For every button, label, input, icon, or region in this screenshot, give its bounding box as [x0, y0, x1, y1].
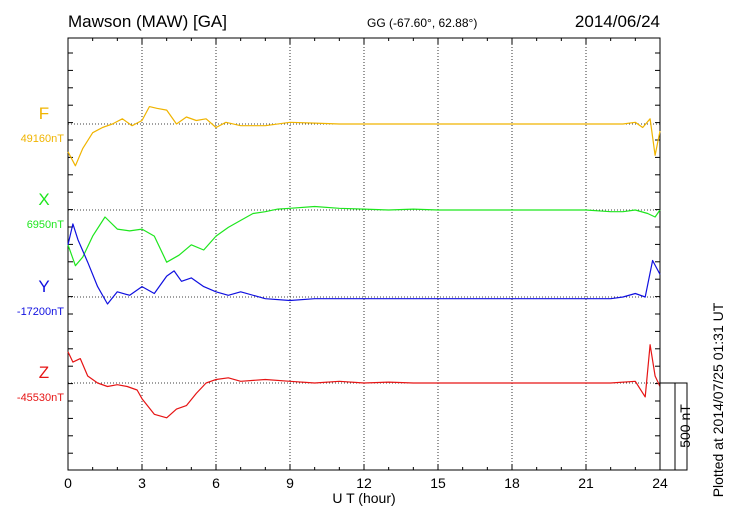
series-line-y [67, 223, 661, 305]
series-name-f: F [39, 104, 49, 123]
station-title: Mawson (MAW) [GA] [68, 12, 227, 31]
plot-date: 2014/06/24 [575, 12, 660, 31]
x-tick-label-15: 15 [430, 475, 446, 491]
vertical-gridlines [141, 38, 587, 470]
series-line-f [67, 105, 661, 167]
series-name-x: X [38, 190, 49, 209]
x-axis-label: U T (hour) [332, 490, 395, 506]
series-baseline-x: 6950nT [27, 219, 65, 231]
x-tick-label-9: 9 [286, 475, 294, 491]
series-baseline-y: -17200nT [17, 306, 64, 318]
y-axis-ticks [68, 52, 660, 454]
scale-bar-label: 500 nT [677, 404, 693, 448]
series-baseline-f: 49160nT [21, 133, 65, 145]
series-line-x [67, 205, 661, 267]
station-coords: GG (-67.60°, 62.88°) [367, 16, 477, 30]
series-baseline-z: -45530nT [17, 392, 64, 404]
series-labels: F 49160nT X 6950nT Y -17200nT Z -45530nT [17, 104, 64, 404]
plotted-timestamp: Plotted at 2014/07/25 01:31 UT [710, 302, 726, 497]
x-tick-label-12: 12 [356, 475, 372, 491]
x-tick-label-18: 18 [504, 475, 520, 491]
series-line-z [67, 344, 661, 419]
x-tick-label-21: 21 [578, 475, 594, 491]
x-tick-label-0: 0 [64, 475, 72, 491]
x-tick-label-3: 3 [138, 475, 146, 491]
scale-bar: 500 nT [659, 382, 693, 471]
x-axis-ticks: 0 3 6 9 12 15 18 21 24 [64, 38, 668, 491]
series-name-y: Y [38, 277, 49, 296]
series-name-z: Z [39, 363, 49, 382]
series-lines [67, 105, 661, 419]
x-tick-label-6: 6 [212, 475, 220, 491]
x-tick-label-24: 24 [652, 475, 668, 491]
scale-bar-box [659, 382, 688, 471]
